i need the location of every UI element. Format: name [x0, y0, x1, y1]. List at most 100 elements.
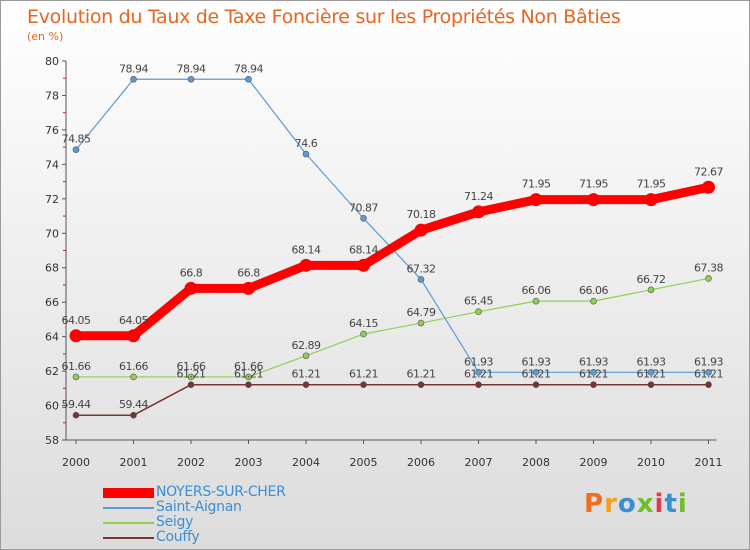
legend-swatch	[103, 507, 154, 509]
legend-swatch	[103, 522, 154, 524]
legend-swatch	[103, 537, 154, 539]
y-tick-label: 76	[45, 124, 59, 137]
data-label: 66.72	[637, 273, 666, 286]
data-label: 61.66	[62, 360, 91, 373]
data-point	[590, 381, 597, 389]
y-tick-label: 64	[45, 331, 59, 344]
data-label: 66.8	[237, 266, 260, 279]
data-label: 61.21	[407, 368, 436, 381]
x-tick-label: 2000	[62, 456, 90, 469]
data-point	[587, 193, 600, 207]
data-label: 61.21	[464, 368, 493, 381]
legend-swatch	[103, 488, 154, 498]
logo-letter: P	[584, 489, 605, 519]
data-label: 61.66	[234, 360, 263, 373]
data-label: 66.06	[579, 284, 608, 297]
data-point	[130, 75, 137, 83]
data-point	[475, 368, 482, 376]
data-label: 71.95	[522, 178, 551, 191]
data-label: 67.38	[694, 261, 723, 274]
data-point	[529, 193, 543, 207]
series-line	[76, 383, 709, 416]
data-point	[705, 368, 712, 376]
y-tick-label: 66	[45, 296, 59, 309]
x-tick-label: 2007	[465, 456, 493, 469]
data-point	[72, 373, 80, 381]
x-tick-label: 2006	[407, 456, 435, 469]
logo-letter: o	[617, 489, 637, 519]
data-label: 70.18	[407, 208, 436, 221]
data-label: 61.93	[579, 355, 608, 368]
data-label: 61.21	[522, 368, 551, 381]
data-label: 74.6	[295, 137, 318, 150]
y-tick-label: 72	[45, 193, 59, 206]
data-point	[302, 150, 310, 158]
data-point	[299, 258, 313, 272]
data-label: 64.05	[119, 314, 148, 327]
data-point	[130, 373, 137, 381]
y-tick-label: 58	[45, 434, 59, 447]
data-label: 71.95	[637, 178, 666, 191]
data-label: 61.21	[292, 368, 321, 381]
data-point	[127, 329, 140, 343]
data-label: 71.24	[464, 190, 493, 203]
data-point	[187, 381, 195, 389]
data-point	[245, 75, 252, 83]
proxiti-logo: Proxiti	[584, 489, 688, 519]
data-label: 66.8	[180, 266, 203, 279]
data-label: 65.45	[464, 295, 493, 308]
data-point	[705, 275, 712, 282]
data-point	[360, 381, 367, 389]
chart-unit-label: (en %)	[27, 30, 64, 43]
logo-letter: x	[636, 489, 655, 519]
data-label: 72.67	[694, 165, 723, 178]
data-point	[590, 297, 597, 305]
data-point	[130, 411, 137, 419]
logo-letter: r	[604, 489, 618, 519]
data-label: 62.89	[292, 339, 321, 352]
x-tick-label: 2005	[350, 456, 378, 469]
x-tick-label: 2003	[235, 456, 263, 469]
x-tick-label: 2009	[580, 456, 608, 469]
logo-letter: i	[677, 489, 688, 519]
y-tick-label: 68	[45, 262, 59, 275]
data-point	[360, 330, 367, 338]
data-point	[532, 381, 540, 389]
data-label: 70.87	[349, 201, 378, 214]
data-point	[590, 368, 597, 376]
data-point	[532, 297, 540, 305]
x-tick-label: 2010	[637, 456, 665, 469]
series-line	[76, 182, 710, 341]
data-label: 71.95	[579, 178, 608, 191]
data-point	[69, 329, 83, 343]
data-label: 61.66	[119, 360, 148, 373]
data-point	[245, 373, 252, 381]
x-tick-label: 2002	[177, 456, 205, 469]
legend-label: Seigy	[156, 514, 194, 530]
data-label: 74.85	[62, 133, 91, 146]
data-point	[187, 75, 195, 83]
y-tick-label: 60	[45, 400, 59, 413]
data-label: 61.21	[177, 368, 206, 381]
data-point	[475, 381, 482, 389]
data-point	[187, 373, 195, 381]
y-tick-label: 70	[45, 227, 59, 240]
data-label: 61.21	[694, 368, 723, 381]
logo-letter: t	[664, 489, 678, 519]
data-point	[475, 308, 482, 315]
y-tick-label: 62	[45, 365, 59, 378]
data-label: 61.93	[522, 355, 551, 368]
data-label: 78.94	[177, 62, 206, 75]
x-tick-label: 2001	[120, 456, 148, 469]
data-label: 61.21	[579, 368, 608, 381]
y-tick-label: 80	[45, 55, 59, 68]
data-point	[647, 368, 655, 376]
data-point	[360, 214, 367, 222]
data-point	[472, 205, 485, 219]
data-label: 61.21	[637, 368, 666, 381]
data-label: 67.32	[407, 262, 436, 275]
data-point	[647, 286, 655, 294]
series-line	[76, 277, 709, 378]
data-label: 61.21	[234, 368, 263, 381]
